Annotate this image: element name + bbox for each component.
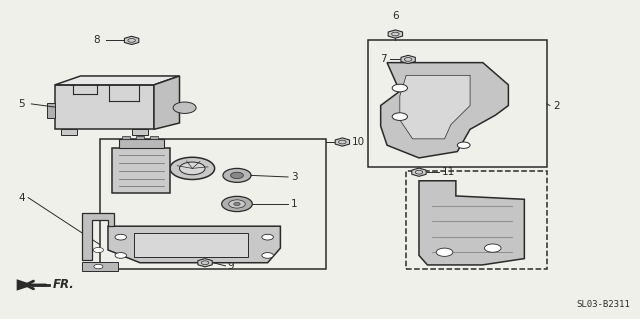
Polygon shape: [401, 55, 415, 63]
Bar: [136, 136, 144, 139]
Polygon shape: [381, 63, 508, 158]
Polygon shape: [419, 181, 524, 265]
Bar: [134, 233, 248, 257]
Text: 3: 3: [291, 172, 298, 182]
Circle shape: [230, 172, 243, 179]
Bar: [47, 103, 55, 118]
Text: 10: 10: [352, 137, 365, 147]
Text: 5: 5: [19, 99, 25, 109]
Circle shape: [234, 202, 240, 205]
Circle shape: [170, 157, 214, 180]
Circle shape: [221, 196, 252, 211]
Circle shape: [93, 248, 104, 253]
Polygon shape: [83, 213, 115, 260]
Circle shape: [458, 142, 470, 148]
Circle shape: [392, 113, 408, 121]
Polygon shape: [412, 168, 426, 176]
Bar: [122, 136, 130, 139]
Polygon shape: [55, 76, 179, 85]
Circle shape: [436, 248, 453, 256]
Polygon shape: [335, 138, 349, 146]
Text: 6: 6: [392, 11, 399, 21]
Bar: [61, 129, 77, 135]
Text: 7: 7: [380, 55, 387, 64]
Circle shape: [115, 253, 127, 258]
Circle shape: [179, 162, 205, 175]
Circle shape: [262, 234, 273, 240]
Bar: [150, 136, 158, 139]
Polygon shape: [108, 226, 280, 263]
Circle shape: [392, 84, 408, 92]
Circle shape: [228, 200, 245, 208]
Polygon shape: [124, 36, 139, 45]
Polygon shape: [154, 76, 179, 129]
Text: 2: 2: [553, 100, 560, 110]
Bar: [119, 139, 164, 148]
Polygon shape: [388, 30, 403, 38]
Bar: [113, 148, 170, 193]
Text: 4: 4: [19, 193, 25, 203]
Bar: [406, 171, 547, 269]
Bar: [132, 129, 148, 135]
Polygon shape: [17, 279, 34, 291]
Text: 9: 9: [227, 261, 234, 271]
Text: 1: 1: [291, 199, 298, 209]
Text: SL03-B2311: SL03-B2311: [576, 300, 630, 309]
Text: 11: 11: [442, 167, 454, 177]
Circle shape: [484, 244, 501, 252]
Circle shape: [262, 253, 273, 258]
Circle shape: [94, 264, 103, 269]
Bar: [100, 139, 326, 269]
Polygon shape: [400, 75, 470, 139]
Text: FR.: FR.: [53, 278, 75, 292]
Text: 8: 8: [93, 35, 100, 45]
Circle shape: [223, 168, 251, 182]
Polygon shape: [55, 85, 154, 129]
Circle shape: [173, 102, 196, 114]
Circle shape: [115, 234, 127, 240]
Bar: [368, 41, 547, 167]
Polygon shape: [198, 259, 212, 267]
Bar: [83, 262, 118, 271]
